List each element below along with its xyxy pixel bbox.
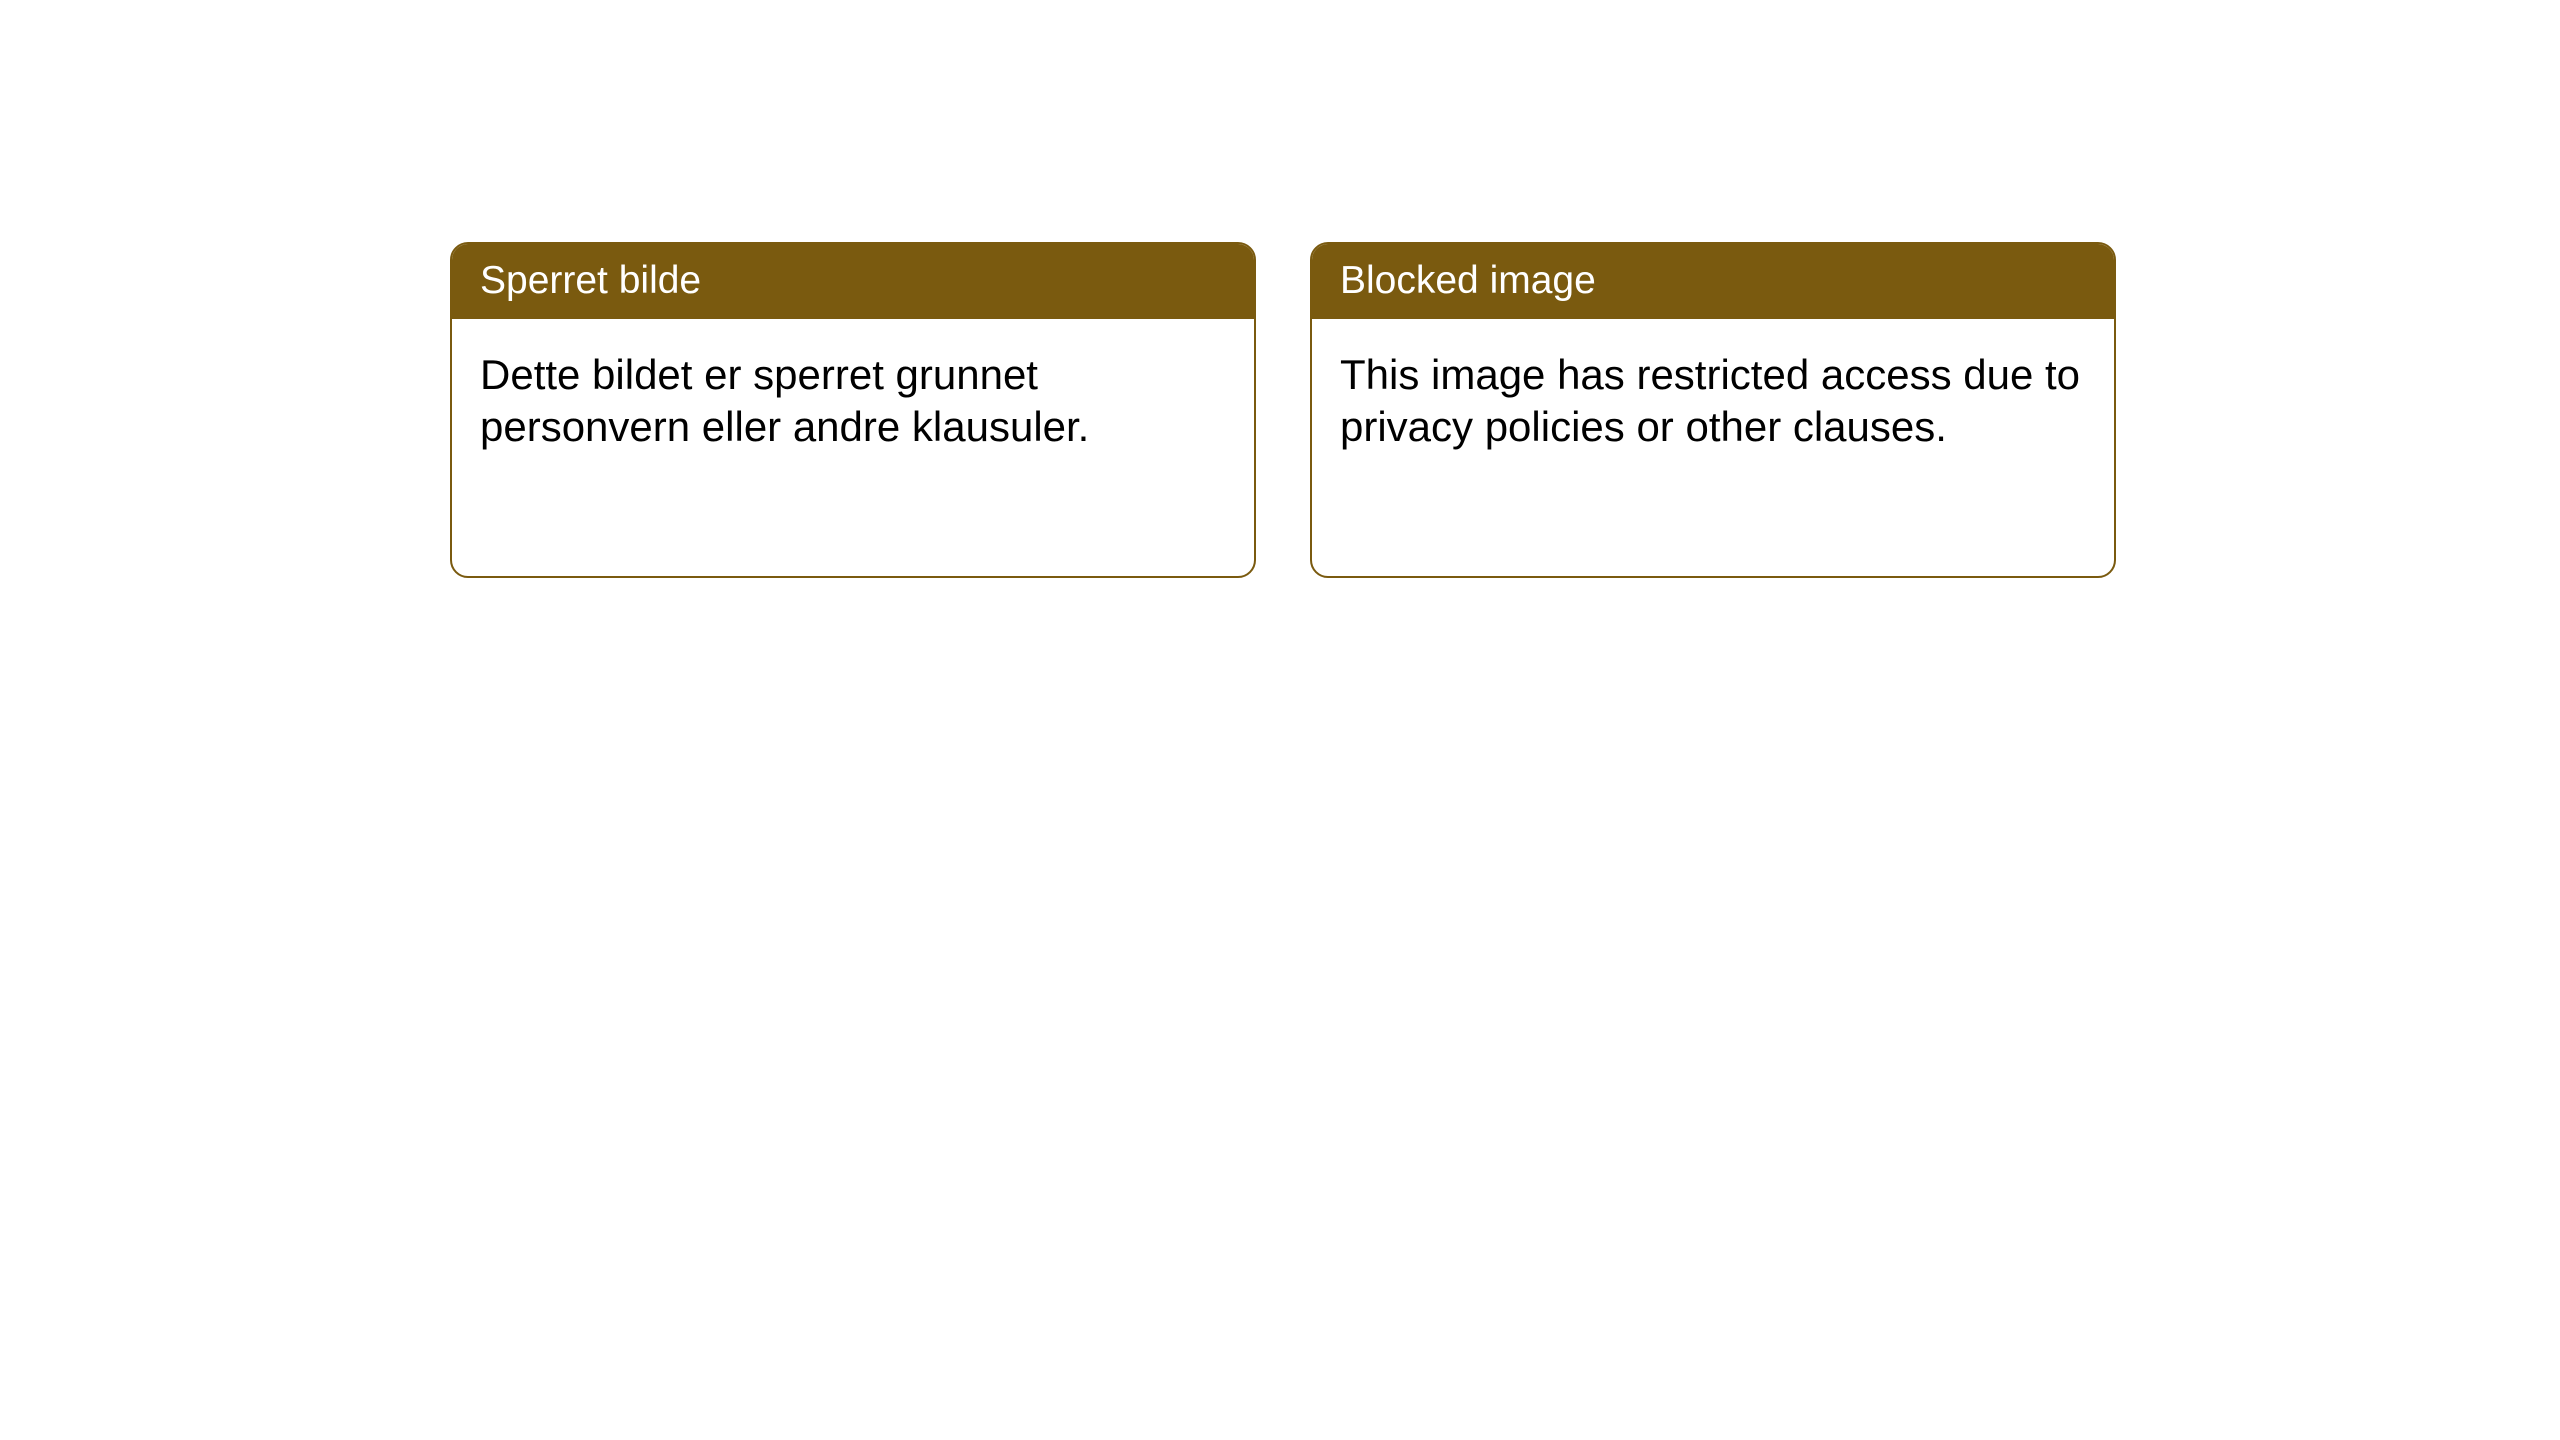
notice-header: Sperret bilde [452, 244, 1254, 319]
notice-container: Sperret bilde Dette bildet er sperret gr… [450, 242, 2116, 578]
notice-body: Dette bildet er sperret grunnet personve… [452, 319, 1254, 484]
notice-body-text: Dette bildet er sperret grunnet personve… [480, 351, 1089, 451]
notice-title: Blocked image [1340, 259, 1596, 302]
notice-header: Blocked image [1312, 244, 2114, 319]
notice-body: This image has restricted access due to … [1312, 319, 2114, 484]
notice-card-english: Blocked image This image has restricted … [1310, 242, 2116, 578]
notice-card-norwegian: Sperret bilde Dette bildet er sperret gr… [450, 242, 1256, 578]
notice-title: Sperret bilde [480, 259, 701, 302]
notice-body-text: This image has restricted access due to … [1340, 351, 2080, 451]
